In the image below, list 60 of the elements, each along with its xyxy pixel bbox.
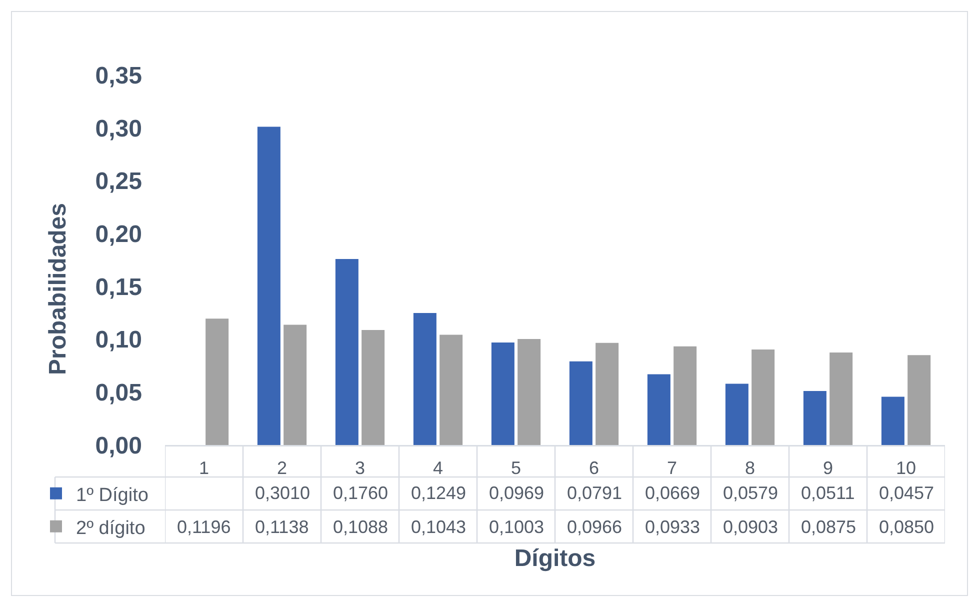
x-axis-title: Dígitos	[514, 545, 596, 572]
bar	[491, 342, 514, 445]
legend-label: 2º dígito	[76, 518, 146, 539]
y-tick-label: 0,25	[95, 168, 142, 196]
data-label: 0,1249	[411, 483, 466, 503]
bar	[881, 396, 904, 445]
data-label: 0,0969	[489, 483, 544, 503]
x-tick-label: 9	[822, 458, 834, 478]
x-tick-label: 5	[510, 458, 522, 478]
data-label: 0,0511	[801, 483, 855, 503]
x-tick-label: 6	[588, 458, 600, 478]
y-axis-title: Probabilidades	[44, 202, 72, 376]
data-label: 0,0903	[723, 517, 778, 537]
bar	[596, 342, 619, 445]
bar	[206, 318, 229, 445]
bar	[647, 374, 670, 445]
y-tick-label: 0,30	[95, 115, 142, 142]
data-label: 0,1043	[411, 517, 466, 537]
y-tick-label: 0,15	[95, 274, 142, 301]
x-tick-label: 4	[432, 458, 444, 478]
bar	[335, 258, 358, 445]
bar	[518, 338, 541, 445]
legend-label: 1º Dígito	[76, 484, 148, 506]
bar	[440, 334, 463, 445]
data-label: 0,1196	[177, 517, 231, 537]
bar	[284, 324, 307, 445]
bar	[725, 384, 748, 445]
bar	[752, 350, 775, 445]
data-label: 0,0791	[567, 483, 622, 503]
bar	[413, 312, 436, 445]
bar	[803, 390, 826, 445]
data-label: 0,1138	[255, 517, 309, 537]
data-label: 0,1003	[489, 517, 544, 537]
bar	[908, 355, 931, 445]
data-label: 0,1088	[333, 517, 388, 537]
data-label: 0,0850	[879, 517, 934, 537]
x-tick-label: 8	[744, 458, 756, 478]
x-tick-label: 1	[198, 458, 210, 478]
y-tick-label: 0,20	[95, 220, 142, 248]
data-label: 0,0579	[723, 483, 778, 503]
data-label: 0,0966	[567, 517, 622, 537]
data-label: 0,0457	[879, 483, 934, 503]
x-tick-label: 2	[276, 458, 288, 478]
x-tick-label: 7	[666, 458, 678, 478]
y-tick-label: 0,00	[95, 432, 142, 460]
data-label: 0,1760	[333, 483, 388, 503]
data-label: 0,0875	[801, 517, 856, 537]
x-tick-label: 3	[354, 458, 366, 478]
data-label: 0,0933	[645, 517, 700, 537]
data-label: 0,0669	[645, 483, 700, 503]
y-tick-label: 0,05	[95, 380, 142, 407]
bar	[569, 361, 592, 445]
data-label: 0,3010	[255, 483, 310, 503]
bar	[257, 126, 280, 445]
bar	[674, 346, 697, 445]
bar	[362, 330, 385, 445]
y-tick-label: 0,10	[95, 326, 142, 354]
x-tick-label: 10	[896, 458, 916, 478]
y-tick-label: 0,35	[95, 62, 142, 90]
bar	[830, 352, 853, 445]
